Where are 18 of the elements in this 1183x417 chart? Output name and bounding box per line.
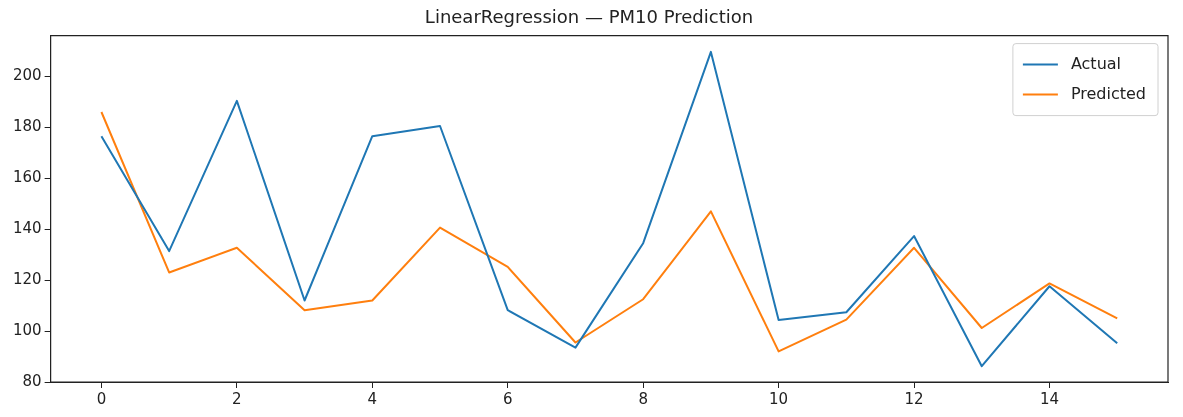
x-tick-label: 12 bbox=[904, 389, 924, 408]
x-tick-label: 8 bbox=[638, 389, 648, 408]
chart-title: LinearRegression — PM10 Prediction bbox=[424, 6, 754, 28]
y-tick-label: 180 bbox=[12, 117, 42, 136]
y-tick-label: 120 bbox=[12, 270, 42, 289]
x-tick-label: 10 bbox=[769, 389, 789, 408]
y-tick-label: 200 bbox=[12, 66, 42, 85]
x-tick-label: 0 bbox=[96, 389, 107, 408]
y-tick-label: 140 bbox=[12, 219, 42, 238]
legend-label: Actual bbox=[1070, 53, 1122, 73]
y-tick-label: 160 bbox=[12, 168, 42, 187]
x-tick-label: 4 bbox=[367, 389, 378, 408]
x-tick-label: 6 bbox=[502, 389, 513, 408]
x-tick-label: 14 bbox=[1039, 389, 1060, 408]
y-tick-label: 100 bbox=[12, 320, 42, 339]
x-tick-label: 2 bbox=[232, 389, 242, 408]
legend-label: Predicted bbox=[1070, 83, 1146, 103]
y-tick-label: 80 bbox=[22, 371, 42, 390]
